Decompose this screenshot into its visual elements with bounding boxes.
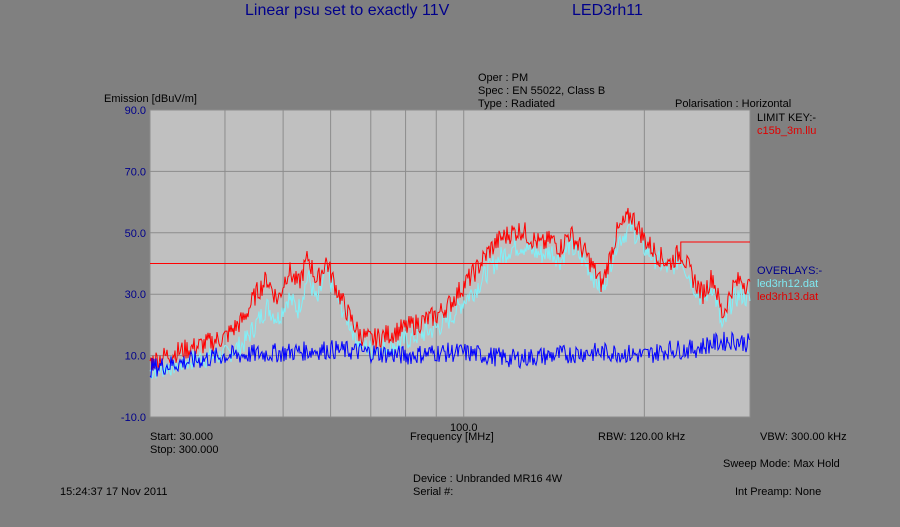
spec-label: Spec : EN 55022, Class B (478, 85, 606, 97)
stop-frequency: Stop: 300.000 (150, 444, 219, 456)
overlay-2-label: led3rh13.dat (757, 291, 819, 303)
x-axis-label: Frequency [MHz] (410, 431, 494, 443)
timestamp: 15:24:37 17 Nov 2011 (60, 486, 168, 498)
operator-label: Oper : PM (478, 72, 529, 84)
rbw-label: RBW: 120.00 kHz (598, 431, 686, 443)
y-tick-label: 10.0 (125, 351, 146, 363)
overlay-1-label: led3rh12.dat (757, 278, 819, 290)
y-tick-label: -10.0 (121, 412, 146, 424)
measurement-trace (149, 331, 751, 379)
y-tick-label: 30.0 (125, 289, 146, 301)
axis-labels: 90.0 70.0 50.0 30.0 10.0 -10.0 100.0 (121, 105, 478, 434)
traces (149, 207, 751, 379)
chart-title: Linear psu set to exactly 11V (245, 2, 450, 19)
start-frequency: Start: 30.000 (150, 431, 213, 443)
overlay-1-trace (149, 218, 751, 379)
vbw-label: VBW: 300.00 kHz (760, 431, 847, 443)
limit-key-label: LIMIT KEY:- (757, 112, 817, 124)
serial-label: Serial #: (413, 486, 454, 498)
overlays-label: OVERLAYS:- (757, 265, 823, 277)
limit-line (150, 241, 750, 264)
x-tick-label: 100.0 (450, 422, 478, 434)
y-tick-label: 50.0 (125, 228, 146, 240)
y-tick-label: 70.0 (125, 166, 146, 178)
type-label: Type : Radiated (478, 98, 556, 110)
limit-file-label: c15b_3m.llu (757, 125, 817, 137)
device-label: Device : Unbranded MR16 4W (413, 473, 563, 485)
overlay-2-trace (149, 207, 751, 370)
int-preamp-label: Int Preamp: None (735, 486, 822, 498)
y-axis-label: Emission [dBuV/m] (104, 93, 197, 105)
sweep-mode-label: Sweep Mode: Max Hold (723, 458, 840, 470)
polarisation-label: Polarisation : Horizontal (675, 98, 792, 110)
test-id: LED3rh11 (572, 2, 643, 19)
y-tick-label: 90.0 (125, 105, 146, 117)
